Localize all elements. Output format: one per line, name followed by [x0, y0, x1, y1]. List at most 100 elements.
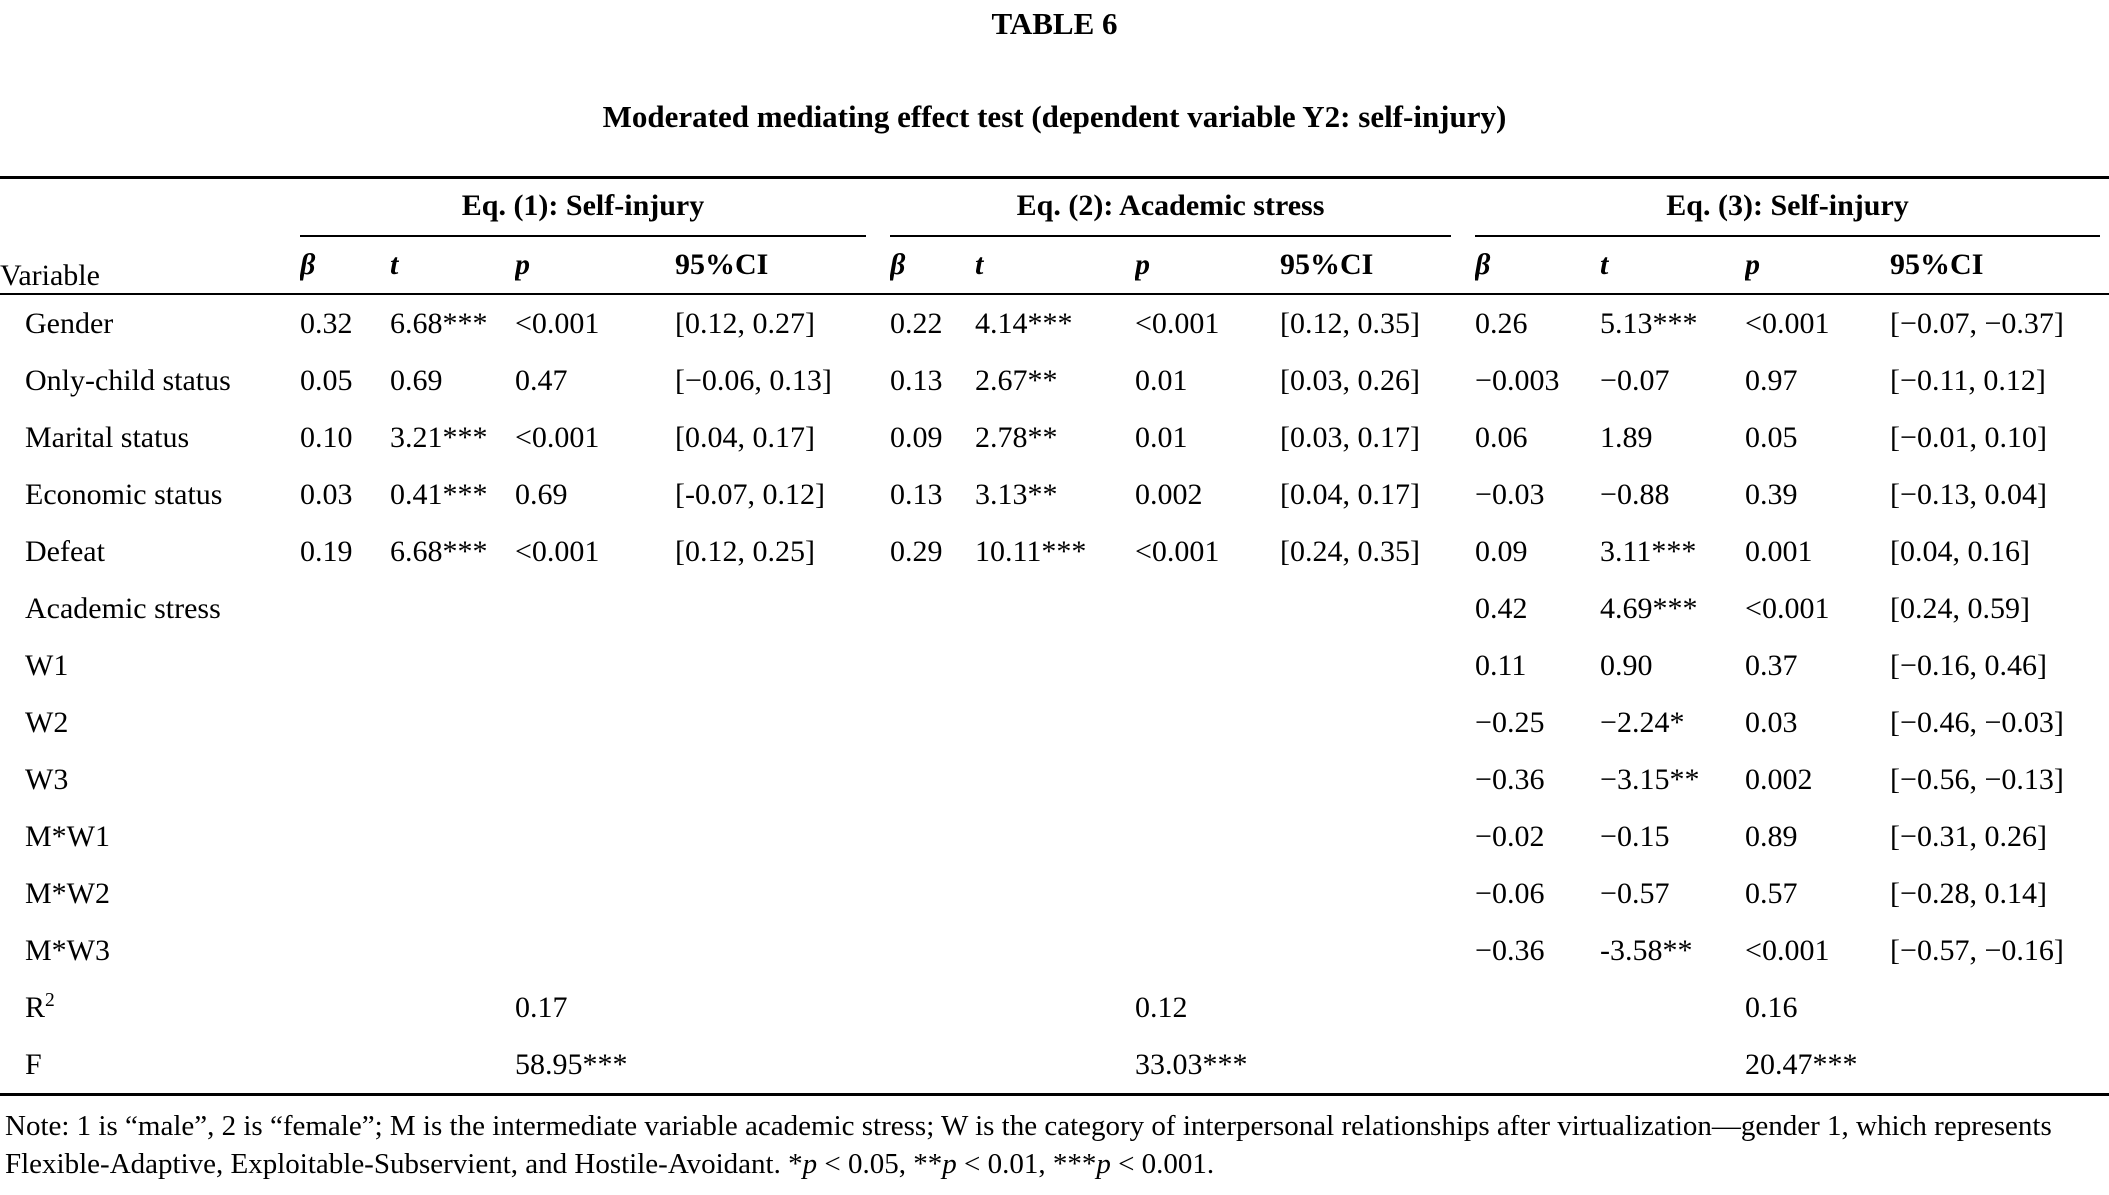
data-cell: 2.67**: [975, 363, 1058, 397]
data-cell: [1600, 1036, 1745, 1095]
group-header-eq3-label: Eq. (3): Self-injury: [1475, 179, 2101, 237]
data-cell: −0.02: [1475, 819, 1545, 853]
data-cell: −0.36: [1475, 933, 1545, 967]
group-header-row: Variable Eq. (1): Self-injury Eq. (2): A…: [0, 177, 2109, 295]
col-header-p-eq2: p: [1135, 237, 1280, 295]
col-header-t-eq3: t: [1600, 237, 1746, 295]
table-row: Gender 0.32 6.68*** <0.001 [0.12, 0.27] 0.22 4…: [0, 294, 2109, 352]
sig-item-3: ***p < 0.001.: [1052, 1148, 1215, 1180]
data-cell: [−0.57, −0.16]: [1890, 933, 2064, 967]
data-cell: 0.57: [1745, 876, 1798, 910]
data-cell: [0.03, 0.26]: [1280, 363, 1420, 397]
row-label: Academic stress: [25, 591, 221, 625]
data-cell: 0.69: [390, 363, 443, 397]
data-cell: [1135, 751, 1280, 808]
data-cell: [1280, 865, 1475, 922]
row-label: Economic status: [25, 477, 223, 511]
col-header-ci-eq2: 95%CI: [1280, 237, 1476, 295]
data-cell: 1.89: [1600, 420, 1653, 454]
data-cell: [300, 922, 390, 979]
data-cell: [390, 979, 515, 1036]
data-cell: [515, 922, 675, 979]
data-cell: 5.13***: [1600, 306, 1698, 340]
data-cell: [675, 637, 890, 694]
data-cell: [890, 922, 975, 979]
data-cell: [975, 694, 1135, 751]
data-cell: [0.12, 0.27]: [675, 306, 815, 340]
data-cell: <0.001: [1745, 933, 1830, 967]
data-cell: [0.03, 0.17]: [1280, 420, 1420, 454]
data-cell: 0.03: [1745, 705, 1798, 739]
data-cell: [890, 580, 975, 637]
data-cell: <0.001: [515, 534, 600, 568]
sig-item-2: **p < 0.01,: [913, 1148, 1053, 1180]
data-cell: 0.001: [1745, 534, 1813, 568]
row-label: Only-child status: [25, 363, 231, 397]
group-header-eq2: Eq. (2): Academic stress: [890, 178, 1475, 237]
data-cell: −2.24*: [1600, 705, 1685, 739]
data-cell: [390, 1036, 515, 1095]
data-cell: [1280, 1036, 1475, 1095]
table-row: M*W1 −0.02 −0.15 0.89 [−0.31, 0.26]: [0, 808, 2109, 865]
data-cell: [1280, 808, 1475, 865]
data-cell: [975, 751, 1135, 808]
data-cell: [1135, 922, 1280, 979]
data-cell: −3.15**: [1600, 762, 1700, 796]
data-cell: [1280, 637, 1475, 694]
data-cell: [300, 979, 390, 1036]
col-header-beta-eq3: β: [1475, 237, 1601, 295]
data-cell: −0.36: [1475, 762, 1545, 796]
data-cell: −0.25: [1475, 705, 1545, 739]
data-cell: [890, 751, 975, 808]
group-header-eq1: Eq. (1): Self-injury: [300, 178, 890, 237]
data-cell: [−0.07, −0.37]: [1890, 306, 2064, 340]
data-cell: [-0.07, 0.12]: [675, 477, 825, 511]
table-number-title: TABLE 6: [991, 6, 1118, 41]
row-label: Gender: [25, 306, 114, 340]
data-cell: [515, 694, 675, 751]
data-cell: [515, 580, 675, 637]
data-cell: [675, 979, 890, 1036]
data-cell: [975, 865, 1135, 922]
data-cell: 3.13**: [975, 477, 1058, 511]
data-cell: 0.05: [300, 363, 353, 397]
data-cell: [890, 694, 975, 751]
data-cell: [1890, 1036, 2109, 1095]
table-row: Academic stress 0.42 4.69*** <0.001 [0.24, 0…: [0, 580, 2109, 637]
data-cell: 2.78**: [975, 420, 1058, 454]
data-cell: −0.15: [1600, 819, 1670, 853]
data-cell: 0.29: [890, 534, 943, 568]
data-cell: [1135, 694, 1280, 751]
data-cell: [−0.06, 0.13]: [675, 363, 832, 397]
data-cell: 0.05: [1745, 420, 1798, 454]
data-cell: [1135, 580, 1280, 637]
data-cell: 0.39: [1745, 477, 1798, 511]
data-cell: [−0.46, −0.03]: [1890, 705, 2064, 739]
data-cell: [300, 751, 390, 808]
data-cell: 0.19: [300, 534, 353, 568]
data-cell: [−0.31, 0.26]: [1890, 819, 2047, 853]
row-label: Defeat: [25, 534, 105, 568]
group-header-eq3: Eq. (3): Self-injury: [1475, 178, 2109, 237]
col-header-ci-eq3: 95%CI: [1890, 237, 2109, 295]
data-cell: [975, 1036, 1135, 1095]
data-cell: [975, 580, 1135, 637]
row-label: W2: [25, 705, 69, 739]
data-cell: [675, 865, 890, 922]
data-cell: [−0.28, 0.14]: [1890, 876, 2047, 910]
data-cell: [390, 808, 515, 865]
group-header-eq2-label: Eq. (2): Academic stress: [890, 179, 1452, 237]
data-cell: [390, 922, 515, 979]
data-cell: <0.001: [1745, 591, 1830, 625]
data-cell: 0.13: [890, 477, 943, 511]
variable-column-header: Variable: [0, 177, 300, 295]
data-cell: [1475, 1036, 1600, 1095]
data-cell: 0.10: [300, 420, 353, 454]
data-cell: [975, 808, 1135, 865]
data-cell: 0.13: [890, 363, 943, 397]
data-cell: [0.12, 0.25]: [675, 534, 815, 568]
data-cell: [300, 808, 390, 865]
table-row: Marital status 0.10 3.21*** <0.001 [0.04, 0.…: [0, 409, 2109, 466]
data-cell: [0.24, 0.59]: [1890, 591, 2031, 625]
